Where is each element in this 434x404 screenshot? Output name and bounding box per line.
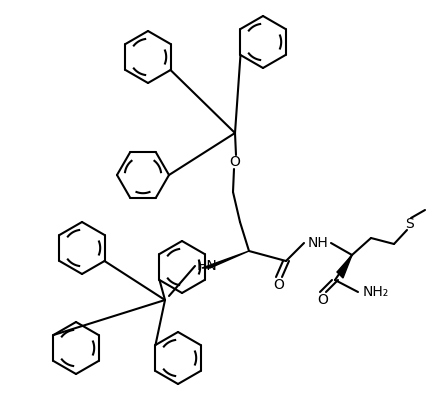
Text: O: O — [318, 293, 329, 307]
Polygon shape — [202, 251, 249, 268]
Text: NH₂: NH₂ — [363, 285, 389, 299]
Text: HN: HN — [197, 259, 217, 273]
Text: O: O — [273, 278, 284, 292]
Polygon shape — [337, 255, 352, 278]
Text: O: O — [230, 155, 240, 169]
Text: NH: NH — [308, 236, 329, 250]
Text: S: S — [404, 217, 413, 231]
